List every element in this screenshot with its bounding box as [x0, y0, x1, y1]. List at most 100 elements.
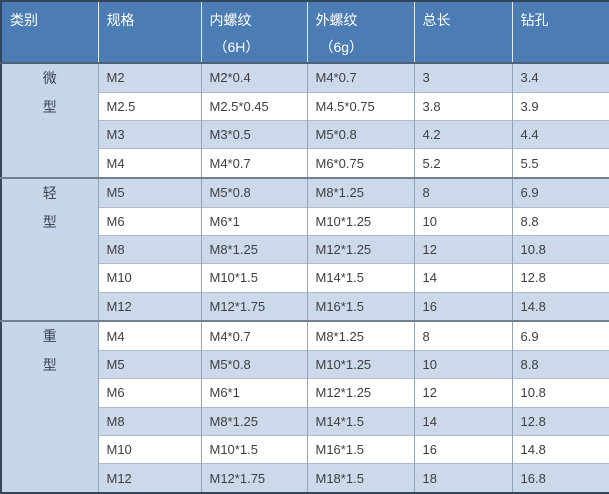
- header-drill-hole-sub: [521, 37, 606, 53]
- category-cell: 微型: [1, 62, 98, 178]
- category-char: 型: [42, 213, 57, 230]
- total-length-cell: 4.2: [413, 119, 512, 149]
- total-length-cell: 8: [413, 176, 512, 208]
- total-length-cell: 14: [413, 406, 512, 436]
- total-length-cell: 18: [413, 463, 512, 493]
- header-drill-hole: 钻孔: [511, 1, 609, 64]
- category-cell: 重型: [1, 320, 98, 493]
- drill-hole-cell: 12.8: [511, 406, 609, 436]
- table-row: M12 M12*1.75 M18*1.5 18 16.8: [1, 463, 609, 493]
- spec-cell: M2.5: [97, 91, 201, 121]
- total-length-cell: 12: [413, 234, 512, 264]
- spec-cell: M10: [97, 263, 201, 293]
- header-external-thread-label: 外螺纹: [315, 12, 358, 28]
- spec-cell: M6: [97, 206, 201, 236]
- table-header: 类别 规格 内螺纹 （6H） 外螺纹 （6g） 总长 钻孔: [1, 1, 609, 64]
- external-thread-cell: M5*0.8: [306, 119, 414, 149]
- header-category-sub: [10, 37, 94, 53]
- total-length-cell: 16: [413, 434, 512, 464]
- category-char: 轻: [42, 185, 57, 201]
- spec-cell: M8: [97, 406, 201, 436]
- external-thread-cell: M10*1.25: [306, 349, 414, 379]
- external-thread-cell: M14*1.5: [306, 406, 414, 436]
- category-cell: 轻型: [1, 176, 98, 322]
- table-row: M6 M6*1 M12*1.25 12 10.8: [1, 378, 609, 408]
- internal-thread-cell: M10*1.5: [200, 263, 307, 293]
- internal-thread-cell: M5*0.8: [200, 176, 307, 208]
- drill-hole-cell: 10.8: [511, 378, 609, 408]
- header-total-length-sub: [423, 37, 508, 53]
- header-row: 类别 规格 内螺纹 （6H） 外螺纹 （6g） 总长 钻孔: [1, 1, 609, 64]
- category-char: 型: [42, 98, 57, 115]
- table-body: 微型 M2 M2*0.4 M4*0.7 3 3.4 M2.5 M2.5*0.45 M4.5*0.…: [1, 62, 609, 493]
- header-external-thread-sub: （6g）: [319, 39, 364, 55]
- drill-hole-cell: 12.8: [511, 263, 609, 293]
- category-char: 微: [42, 70, 57, 86]
- internal-thread-cell: M4*0.7: [200, 320, 307, 351]
- external-thread-cell: M4.5*0.75: [306, 91, 414, 121]
- header-category-label: 类别: [10, 12, 38, 28]
- header-category: 类别: [1, 1, 98, 64]
- internal-thread-cell: M6*1: [200, 378, 307, 408]
- external-thread-cell: M16*1.5: [306, 291, 414, 322]
- internal-thread-cell: M2*0.4: [200, 62, 307, 93]
- table-row: M4 M4*0.7 M6*0.75 5.2 5.5: [1, 148, 609, 178]
- header-total-length-label: 总长: [422, 12, 451, 28]
- external-thread-cell: M8*1.25: [306, 320, 414, 351]
- internal-thread-cell: M2.5*0.45: [200, 91, 307, 121]
- drill-hole-cell: 3.9: [511, 91, 609, 121]
- header-internal-thread-sub: （6H）: [213, 39, 260, 55]
- drill-hole-cell: 8.8: [511, 206, 609, 236]
- spec-cell: M4: [97, 148, 201, 178]
- drill-hole-cell: 14.8: [511, 291, 609, 322]
- table-row: 重型 M4 M4*0.7 M8*1.25 8 6.9: [1, 320, 609, 493]
- table-row: M3 M3*0.5 M5*0.8 4.2 4.4: [1, 119, 609, 149]
- drill-hole-cell: 16.8: [511, 463, 609, 493]
- drill-hole-cell: 6.9: [511, 176, 609, 208]
- drill-hole-cell: 10.8: [511, 234, 609, 264]
- total-length-cell: 3: [413, 62, 512, 93]
- external-thread-cell: M4*0.7: [306, 62, 414, 93]
- internal-thread-cell: M5*0.8: [200, 349, 307, 379]
- spec-cell: M5: [97, 349, 201, 379]
- total-length-cell: 16: [413, 291, 512, 322]
- external-thread-cell: M8*1.25: [306, 176, 414, 208]
- external-thread-cell: M6*0.75: [306, 148, 414, 178]
- total-length-cell: 3.8: [413, 91, 512, 121]
- header-external-thread: 外螺纹 （6g）: [306, 1, 414, 64]
- table-row: M2.5 M2.5*0.45 M4.5*0.75 3.8 3.9: [1, 91, 609, 121]
- internal-thread-cell: M4*0.7: [200, 148, 307, 178]
- external-thread-cell: M16*1.5: [306, 434, 414, 464]
- table-row: 微型 M2 M2*0.4 M4*0.7 3 3.4: [1, 62, 609, 178]
- table-row: M10 M10*1.5 M14*1.5 14 12.8: [1, 263, 609, 293]
- drill-hole-cell: 6.9: [511, 320, 609, 351]
- internal-thread-cell: M6*1: [200, 206, 307, 236]
- internal-thread-cell: M8*1.25: [200, 406, 307, 436]
- total-length-cell: 12: [413, 378, 512, 408]
- spec-cell: M5: [97, 176, 201, 208]
- external-thread-cell: M10*1.25: [306, 206, 414, 236]
- category-char: 型: [42, 357, 57, 374]
- spec-cell: M2: [97, 62, 201, 93]
- internal-thread-cell: M12*1.75: [200, 291, 307, 322]
- spec-cell: M10: [97, 434, 201, 464]
- header-spec-sub: [107, 37, 197, 53]
- external-thread-cell: M14*1.5: [306, 263, 414, 293]
- header-spec-label: 规格: [106, 12, 135, 28]
- spec-cell: M4: [97, 320, 201, 351]
- table-row: M10 M10*1.5 M16*1.5 16 14.8: [1, 434, 609, 464]
- drill-hole-cell: 3.4: [511, 62, 609, 93]
- header-internal-thread: 内螺纹 （6H）: [200, 1, 307, 64]
- table-row: M8 M8*1.25 M14*1.5 14 12.8: [1, 406, 609, 436]
- internal-thread-cell: M3*0.5: [200, 119, 307, 149]
- external-thread-cell: M12*1.25: [306, 234, 414, 264]
- drill-hole-cell: 4.4: [511, 119, 609, 149]
- total-length-cell: 5.2: [413, 148, 512, 178]
- spec-cell: M8: [97, 234, 201, 264]
- header-total-length: 总长: [413, 1, 512, 64]
- total-length-cell: 14: [413, 263, 512, 293]
- spec-cell: M12: [97, 463, 201, 493]
- total-length-cell: 8: [413, 320, 512, 351]
- external-thread-cell: M12*1.25: [306, 378, 414, 408]
